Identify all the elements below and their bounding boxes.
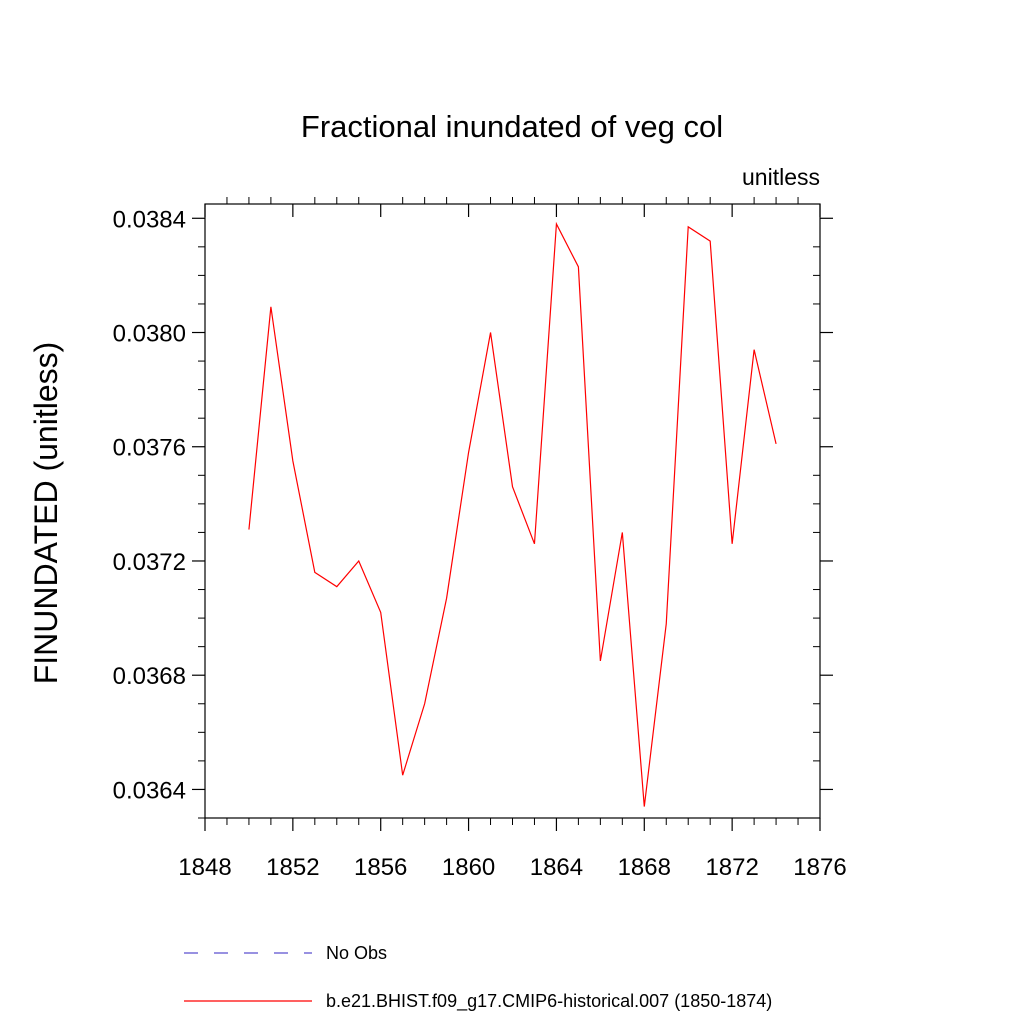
- y-tick-label: 0.0372: [113, 549, 186, 576]
- x-tick-label: 1852: [266, 854, 319, 881]
- plot-frame: [204, 203, 821, 819]
- x-tick-label: 1868: [618, 854, 671, 881]
- x-tick-label: 1860: [442, 854, 495, 881]
- y-tick-label: 0.0384: [113, 206, 186, 233]
- chart-title: Fractional inundated of veg col: [301, 109, 723, 144]
- x-tick-label: 1872: [705, 854, 758, 881]
- y-tick-label: 0.0376: [113, 435, 186, 462]
- x-tick-label: 1856: [354, 854, 407, 881]
- series-line: [248, 221, 777, 807]
- x-tick-label: 1848: [178, 854, 231, 881]
- legend-entry-label: No Obs: [326, 943, 387, 963]
- legend-entry-label: b.e21.BHIST.f09_g17.CMIP6-historical.007…: [326, 991, 772, 1012]
- series-layer: [248, 221, 777, 807]
- y-tick-label: 0.0368: [113, 663, 186, 690]
- x-tick-label: 1876: [793, 854, 846, 881]
- y-tick-label: 0.0364: [113, 777, 186, 804]
- x-axis-ticks: 1848 1852 1856 1860 1864 1868 1872 1876: [178, 197, 847, 881]
- x-tick-label: 1864: [530, 854, 583, 881]
- y-axis-title: FINUNDATED (unitless): [28, 342, 64, 685]
- units-label: unitless: [742, 164, 820, 190]
- legend: No Obs b.e21.BHIST.f09_g17.CMIP6-historic…: [184, 943, 772, 1012]
- y-axis-ticks: 0.0364 0.0368 0.0372 0.0376 0.0380 0.0384: [113, 206, 833, 819]
- y-tick-label: 0.0380: [113, 321, 186, 348]
